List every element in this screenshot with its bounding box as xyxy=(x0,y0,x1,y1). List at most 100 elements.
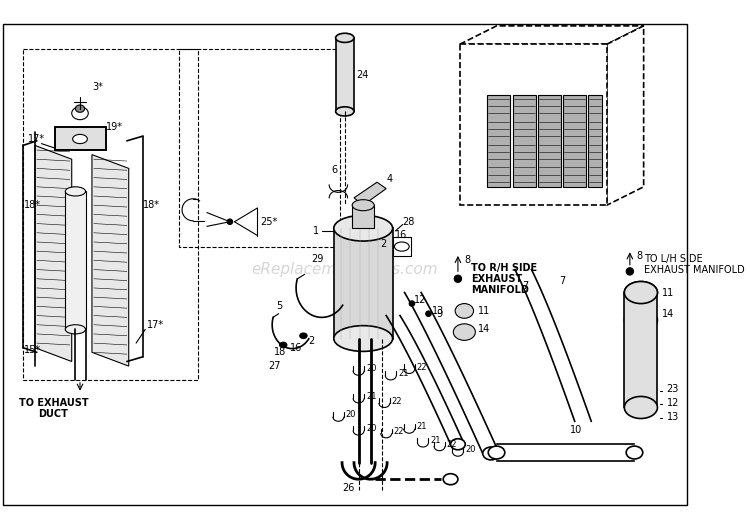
Ellipse shape xyxy=(624,281,658,304)
Polygon shape xyxy=(460,26,644,44)
Ellipse shape xyxy=(624,309,658,331)
Text: 13: 13 xyxy=(667,412,679,422)
Text: 16: 16 xyxy=(395,230,408,240)
Text: 7: 7 xyxy=(522,281,529,291)
Text: 21: 21 xyxy=(366,392,376,401)
Ellipse shape xyxy=(334,326,393,351)
Text: MANIFOLD: MANIFOLD xyxy=(471,285,529,295)
Text: 26: 26 xyxy=(342,484,355,494)
Text: 22: 22 xyxy=(394,427,404,436)
Text: 8: 8 xyxy=(636,251,643,261)
Ellipse shape xyxy=(426,311,431,316)
Polygon shape xyxy=(607,26,644,205)
Text: 3*: 3* xyxy=(92,83,103,93)
Ellipse shape xyxy=(76,105,85,112)
Text: 28: 28 xyxy=(403,217,415,227)
Text: 21: 21 xyxy=(416,422,427,431)
Text: TO R/H SIDE: TO R/H SIDE xyxy=(471,263,537,273)
Text: 2: 2 xyxy=(308,336,314,346)
Ellipse shape xyxy=(394,242,410,251)
Text: 21: 21 xyxy=(430,436,441,445)
Text: 16: 16 xyxy=(290,343,302,353)
Text: 4: 4 xyxy=(386,175,392,185)
Ellipse shape xyxy=(454,275,461,282)
Ellipse shape xyxy=(335,33,354,42)
Text: 6: 6 xyxy=(331,165,338,175)
Text: 19*: 19* xyxy=(106,122,123,132)
Ellipse shape xyxy=(443,473,458,485)
Ellipse shape xyxy=(453,324,476,340)
Text: 12: 12 xyxy=(667,398,679,408)
Text: 11: 11 xyxy=(662,288,674,297)
Text: 1: 1 xyxy=(313,226,319,236)
Ellipse shape xyxy=(335,107,354,116)
Text: TO EXHAUST: TO EXHAUST xyxy=(19,398,88,408)
Polygon shape xyxy=(460,44,607,205)
Polygon shape xyxy=(393,238,411,256)
Text: 23: 23 xyxy=(667,384,679,394)
Text: 10: 10 xyxy=(570,425,582,435)
Polygon shape xyxy=(488,95,510,187)
Ellipse shape xyxy=(352,199,374,211)
Text: 18*: 18* xyxy=(24,200,41,210)
Ellipse shape xyxy=(300,333,307,339)
Text: 2: 2 xyxy=(380,239,386,249)
Text: 5: 5 xyxy=(276,302,282,312)
Text: 7: 7 xyxy=(559,276,566,286)
Text: 20: 20 xyxy=(465,445,476,454)
Polygon shape xyxy=(589,95,602,187)
Text: 20: 20 xyxy=(366,364,376,373)
Text: 15*: 15* xyxy=(24,345,41,355)
Text: 21: 21 xyxy=(398,369,409,378)
Text: 27: 27 xyxy=(268,361,281,371)
Text: 17*: 17* xyxy=(28,134,45,144)
Polygon shape xyxy=(35,145,72,361)
Polygon shape xyxy=(334,228,393,339)
Text: 18: 18 xyxy=(274,348,286,357)
Ellipse shape xyxy=(626,446,643,459)
Ellipse shape xyxy=(455,304,473,318)
Text: DUCT: DUCT xyxy=(38,409,68,419)
Ellipse shape xyxy=(483,447,500,460)
Polygon shape xyxy=(335,38,354,112)
Text: 25*: 25* xyxy=(260,217,278,227)
Text: 20: 20 xyxy=(346,411,356,419)
Text: 22: 22 xyxy=(392,397,402,406)
Polygon shape xyxy=(538,95,561,187)
Text: 9: 9 xyxy=(436,309,443,318)
Text: 24: 24 xyxy=(356,70,368,80)
Ellipse shape xyxy=(65,187,86,196)
Text: TO L/H SIDE: TO L/H SIDE xyxy=(644,253,702,263)
Text: EXHAUST: EXHAUST xyxy=(471,273,522,284)
Text: 20: 20 xyxy=(366,424,376,433)
Ellipse shape xyxy=(72,107,88,120)
Ellipse shape xyxy=(410,301,415,306)
Polygon shape xyxy=(513,95,536,187)
Text: 13: 13 xyxy=(432,306,445,316)
Ellipse shape xyxy=(488,446,505,459)
Polygon shape xyxy=(352,205,374,228)
Ellipse shape xyxy=(624,396,658,418)
Ellipse shape xyxy=(227,219,232,224)
Ellipse shape xyxy=(626,268,634,275)
Text: 29: 29 xyxy=(310,253,323,263)
Polygon shape xyxy=(56,127,106,150)
Text: EXHAUST MANIFOLD: EXHAUST MANIFOLD xyxy=(644,264,745,275)
Ellipse shape xyxy=(280,342,287,348)
Text: 22: 22 xyxy=(447,440,458,449)
Text: 22: 22 xyxy=(416,362,427,371)
Polygon shape xyxy=(65,191,86,330)
Text: 14: 14 xyxy=(662,309,674,318)
Polygon shape xyxy=(354,182,386,205)
Text: 14: 14 xyxy=(478,324,490,334)
Text: 8: 8 xyxy=(464,256,470,266)
Text: 18*: 18* xyxy=(143,200,160,210)
Ellipse shape xyxy=(451,439,465,450)
Text: 17*: 17* xyxy=(147,320,164,330)
Ellipse shape xyxy=(624,281,658,304)
Ellipse shape xyxy=(65,325,86,334)
Text: 11: 11 xyxy=(478,306,490,316)
Text: eReplacementParts.com: eReplacementParts.com xyxy=(251,262,438,277)
Ellipse shape xyxy=(334,215,393,241)
Polygon shape xyxy=(562,95,586,187)
